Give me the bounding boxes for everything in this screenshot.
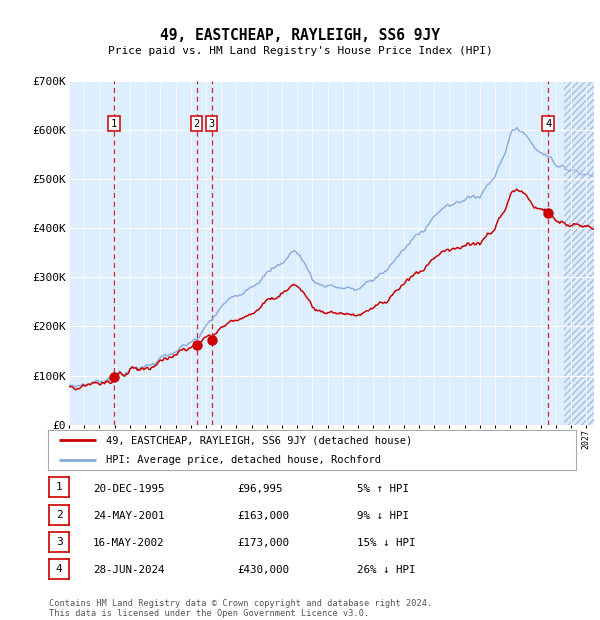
- Text: 1: 1: [111, 118, 118, 128]
- Text: 20-DEC-1995: 20-DEC-1995: [93, 484, 164, 494]
- Text: £96,995: £96,995: [237, 484, 283, 494]
- Text: Contains HM Land Registry data © Crown copyright and database right 2024.
This d: Contains HM Land Registry data © Crown c…: [49, 599, 433, 618]
- Text: 3: 3: [208, 118, 215, 128]
- Text: 2: 2: [56, 510, 62, 520]
- Text: 49, EASTCHEAP, RAYLEIGH, SS6 9JY: 49, EASTCHEAP, RAYLEIGH, SS6 9JY: [160, 28, 440, 43]
- Text: 16-MAY-2002: 16-MAY-2002: [93, 538, 164, 548]
- Text: 49, EASTCHEAP, RAYLEIGH, SS6 9JY (detached house): 49, EASTCHEAP, RAYLEIGH, SS6 9JY (detach…: [106, 435, 412, 445]
- Text: 24-MAY-2001: 24-MAY-2001: [93, 511, 164, 521]
- Text: 26% ↓ HPI: 26% ↓ HPI: [357, 565, 415, 575]
- Text: £163,000: £163,000: [237, 511, 289, 521]
- Bar: [563, 81, 594, 425]
- Text: 1: 1: [56, 482, 62, 492]
- Text: 5% ↑ HPI: 5% ↑ HPI: [357, 484, 409, 494]
- Text: 2: 2: [194, 118, 200, 128]
- Text: 15% ↓ HPI: 15% ↓ HPI: [357, 538, 415, 548]
- Text: 9% ↓ HPI: 9% ↓ HPI: [357, 511, 409, 521]
- Text: 4: 4: [56, 564, 62, 574]
- Text: £430,000: £430,000: [237, 565, 289, 575]
- Text: 28-JUN-2024: 28-JUN-2024: [93, 565, 164, 575]
- Text: £173,000: £173,000: [237, 538, 289, 548]
- Bar: [563, 81, 594, 425]
- Text: 3: 3: [56, 537, 62, 547]
- Text: 4: 4: [545, 118, 551, 128]
- Text: HPI: Average price, detached house, Rochford: HPI: Average price, detached house, Roch…: [106, 455, 381, 465]
- Text: Price paid vs. HM Land Registry's House Price Index (HPI): Price paid vs. HM Land Registry's House …: [107, 46, 493, 56]
